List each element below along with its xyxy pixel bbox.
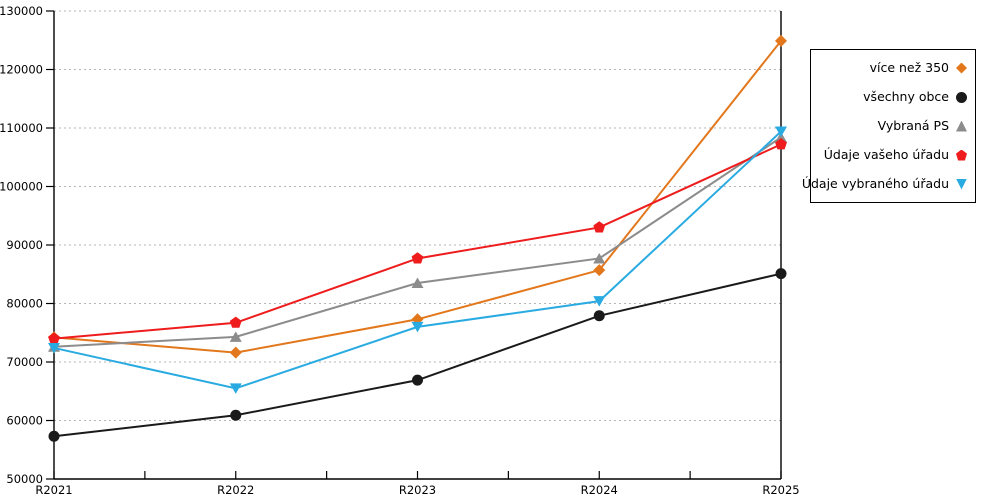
legend-item: Vybraná PS: [811, 112, 975, 141]
legend: více než 350 všechny obce Vybraná PS Úda…: [802, 49, 976, 203]
legend-label: Údaje vybraného úřadu: [801, 175, 949, 191]
legend-item: všechny obce: [811, 83, 975, 112]
svg-text:70000: 70000: [6, 355, 43, 369]
svg-text:R2022: R2022: [217, 483, 254, 497]
svg-text:R2024: R2024: [581, 483, 618, 497]
svg-text:60000: 60000: [6, 414, 43, 428]
svg-text:130000: 130000: [0, 4, 43, 18]
diamond-marker-icon: [956, 62, 967, 74]
svg-text:90000: 90000: [6, 238, 43, 252]
svg-text:R2025: R2025: [762, 483, 799, 497]
legend-label: Vybraná PS: [877, 117, 949, 133]
triangle-up-marker-icon: [956, 120, 967, 132]
legend-label: všechny obce: [863, 88, 949, 104]
legend-label: více než 350: [869, 59, 949, 75]
circle-marker-icon: [956, 91, 967, 103]
svg-text:R2023: R2023: [399, 483, 436, 497]
legend-label: Údaje vašeho úřadu: [823, 146, 949, 162]
svg-text:R2021: R2021: [35, 483, 72, 497]
legend-item: Údaje vašeho úřadu: [811, 141, 975, 170]
svg-text:100000: 100000: [0, 180, 43, 194]
svg-text:50000: 50000: [6, 472, 43, 486]
triangle-down-marker-icon: [956, 178, 967, 190]
svg-text:120000: 120000: [0, 63, 43, 77]
legend-item: Údaje vybraného úřadu: [802, 170, 975, 199]
pentagon-marker-icon: [956, 149, 967, 161]
svg-text:110000: 110000: [0, 121, 43, 135]
svg-text:80000: 80000: [6, 297, 43, 311]
legend-item: více než 350: [811, 54, 975, 83]
